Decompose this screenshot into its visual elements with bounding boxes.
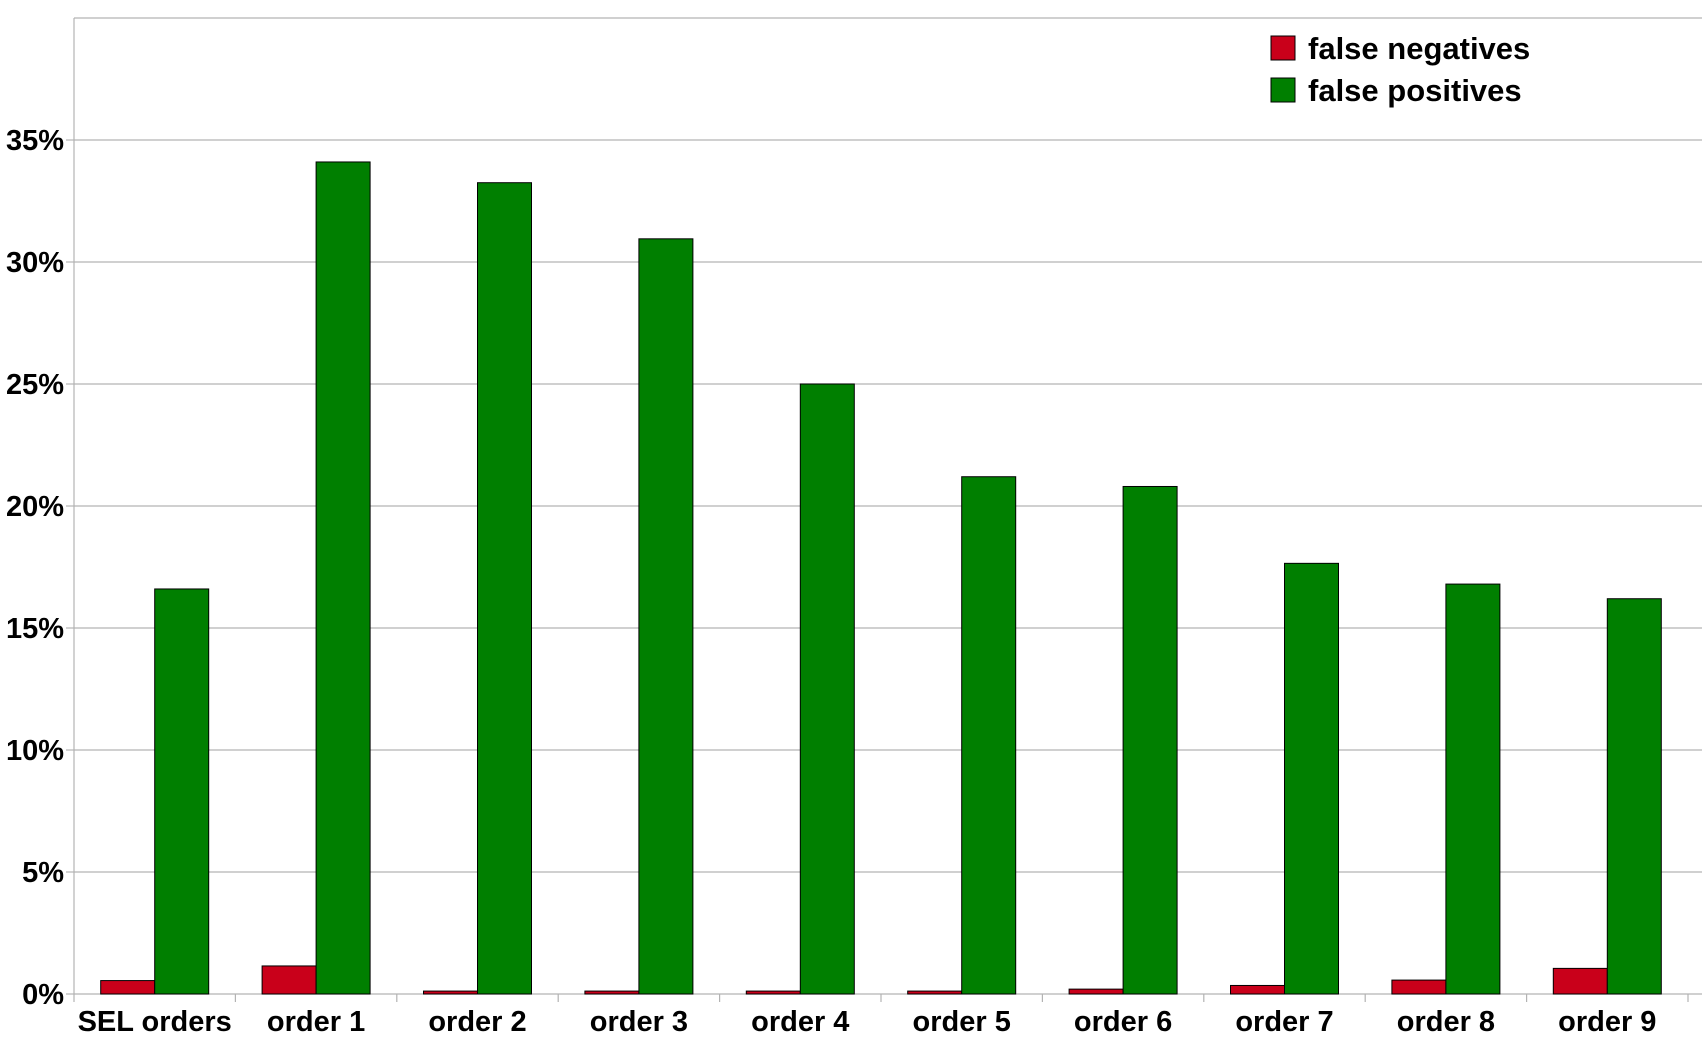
legend: false negatives false positives	[1270, 31, 1530, 108]
x-tick-label-4: order 4	[751, 1006, 849, 1038]
y-tick-label-7: 35%	[6, 125, 64, 157]
bar-false-positives-5	[961, 476, 1017, 995]
bar-false-negatives-0	[100, 980, 156, 995]
y-tick-labels: 0% 5% 10% 15% 20% 25% 30% 35%	[6, 125, 64, 1011]
y-tick-label-4: 20%	[6, 491, 64, 523]
x-tick-label-9: order 9	[1558, 1006, 1656, 1038]
bar-false-negatives-2	[423, 990, 478, 995]
bar-false-positives-3	[638, 238, 694, 995]
bar-false-positives-6	[1122, 485, 1178, 995]
x-tick-label-3: order 3	[590, 1006, 688, 1038]
bar-false-negatives-3	[584, 990, 640, 995]
legend-swatch-false-negatives	[1270, 35, 1296, 61]
x-tick-label-1: order 1	[267, 1006, 365, 1038]
legend-label-false-positives: false positives	[1308, 73, 1522, 108]
bar-false-negatives-4	[745, 990, 801, 995]
bar-false-positives-0	[154, 588, 210, 995]
bar-false-positives-9	[1606, 598, 1662, 995]
x-tick-label-6: order 6	[1074, 1006, 1172, 1038]
y-tick-label-2: 10%	[6, 735, 64, 767]
bar-false-negatives-1	[261, 965, 317, 995]
bar-false-positives-7	[1284, 562, 1339, 995]
bar-false-positives-8	[1445, 583, 1501, 995]
bars	[100, 161, 1662, 995]
bar-false-negatives-5	[907, 990, 963, 995]
y-tick-label-3: 15%	[6, 613, 64, 645]
bar-false-negatives-7	[1230, 984, 1285, 995]
bar-false-positives-4	[799, 383, 855, 995]
bar-false-negatives-8	[1391, 979, 1447, 995]
y-tick-label-6: 30%	[6, 247, 64, 279]
x-tick-label-2: order 2	[428, 1006, 526, 1038]
y-tick-label-5: 25%	[6, 369, 64, 401]
legend-label-false-negatives: false negatives	[1308, 31, 1530, 66]
y-tick-label-0: 0%	[22, 979, 64, 1011]
bar-false-negatives-6	[1068, 988, 1124, 995]
y-tick-label-1: 5%	[22, 857, 64, 889]
x-tick-labels: SEL orders order 1 order 2 order 3 order 4 or…	[78, 1006, 1657, 1038]
bar-false-positives-2	[477, 182, 532, 995]
x-tick-label-8: order 8	[1397, 1006, 1495, 1038]
x-tick-label-7: order 7	[1235, 1006, 1333, 1038]
x-tick-label-0: SEL orders	[78, 1006, 232, 1038]
bar-false-negatives-9	[1552, 967, 1608, 995]
legend-swatch-false-positives	[1270, 77, 1296, 103]
x-tick-label-5: order 5	[913, 1006, 1011, 1038]
bar-false-positives-1	[315, 161, 371, 995]
